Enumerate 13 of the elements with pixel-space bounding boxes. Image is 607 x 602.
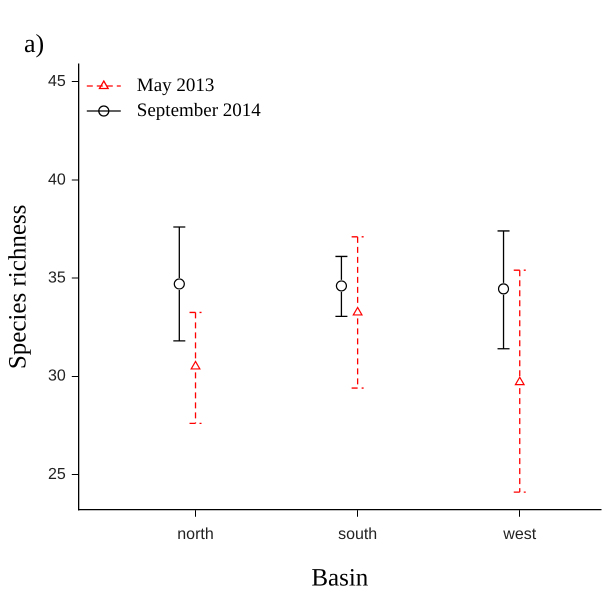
chart-title: a) bbox=[24, 29, 44, 58]
y-tick-label: 25 bbox=[48, 466, 66, 483]
y-tick-label: 45 bbox=[48, 73, 66, 90]
y-axis-title: Species richness bbox=[4, 204, 32, 370]
x-tick-label: west bbox=[502, 526, 537, 543]
y-tick-label: 30 bbox=[48, 368, 66, 385]
x-axis-title: Basin bbox=[311, 564, 369, 592]
legend-label: September 2014 bbox=[136, 100, 262, 121]
legend-label: May 2013 bbox=[136, 74, 214, 96]
x-tick-label: north bbox=[177, 526, 214, 543]
x-tick-label: south bbox=[338, 526, 378, 543]
y-tick-label: 40 bbox=[48, 171, 66, 188]
y-tick-label: 35 bbox=[48, 269, 66, 286]
